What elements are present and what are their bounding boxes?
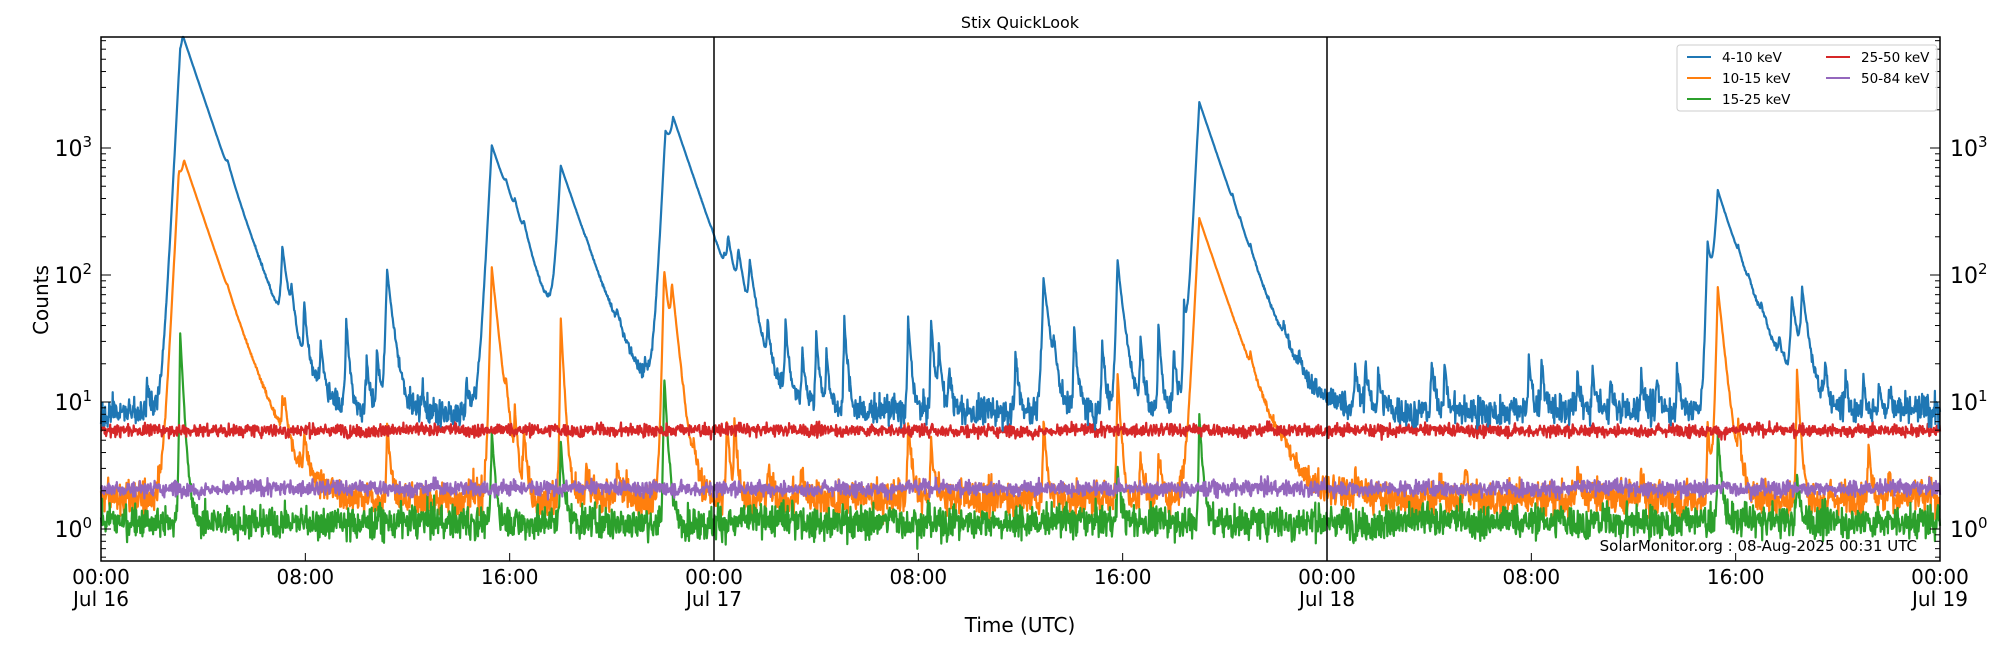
x-tick-date-label: Jul 16 (71, 587, 129, 611)
y-tick-label: 103 (54, 133, 92, 162)
series-line-4-10-kev (99, 35, 1942, 432)
y-tick-label: 102 (54, 260, 92, 289)
x-tick-label: 00:00 (685, 565, 743, 589)
y-tick-label: 101 (1950, 387, 1988, 416)
y-axis-label: Counts (29, 265, 53, 335)
x-tick-date-label: Jul 18 (1297, 587, 1355, 611)
x-tick-label: 08:00 (1503, 565, 1561, 589)
legend-label: 4-10 keV (1722, 50, 1783, 66)
plot-series (99, 35, 1942, 550)
x-tick-label: 08:00 (277, 565, 335, 589)
legend: 4-10 keV 10-15 keV 15-25 keV 25-50 keV 50-84… (1676, 44, 1938, 112)
x-tick-date-label: Jul 19 (1910, 587, 1968, 611)
y-tick-label: 103 (1950, 133, 1988, 162)
x-tick-label: 00:00 (1911, 565, 1969, 589)
y-axis: 100 100 101 101 102 102 103 103 (54, 40, 1988, 558)
y-tick-label: 100 (1950, 514, 1988, 543)
x-tick-label: 16:00 (481, 565, 539, 589)
x-tick-label: 00:00 (1298, 565, 1356, 589)
x-tick-date-label: Jul 17 (684, 587, 742, 611)
legend-label: 50-84 keV (1861, 71, 1930, 87)
series-line-10-15-kev (99, 159, 1941, 527)
x-tick-label: 16:00 (1094, 565, 1152, 589)
x-tick-label: 00:00 (72, 565, 130, 589)
day-boundary-lines (713, 37, 1328, 561)
legend-label: 10-15 keV (1722, 71, 1791, 87)
legend-label: 15-25 keV (1722, 92, 1791, 108)
source-annotation: SolarMonitor.org : 08-Aug-2025 00:31 UTC (1600, 537, 1917, 555)
legend-label: 25-50 keV (1861, 50, 1930, 66)
series-line-50-84-kev (99, 475, 1942, 502)
legend-frame (1676, 44, 1938, 112)
y-tick-label: 100 (54, 514, 92, 543)
x-axis-label: Time (UTC) (964, 613, 1076, 637)
series-line-25-50-kev (100, 419, 1942, 441)
y-tick-label: 102 (1950, 260, 1988, 289)
chart-title: Stix QuickLook (961, 13, 1080, 32)
x-tick-label: 16:00 (1707, 565, 1765, 589)
x-tick-label: 08:00 (890, 565, 948, 589)
series-line-15-25-kev (99, 332, 1942, 550)
plot-frame (100, 36, 1941, 562)
y-tick-label: 101 (54, 387, 92, 416)
